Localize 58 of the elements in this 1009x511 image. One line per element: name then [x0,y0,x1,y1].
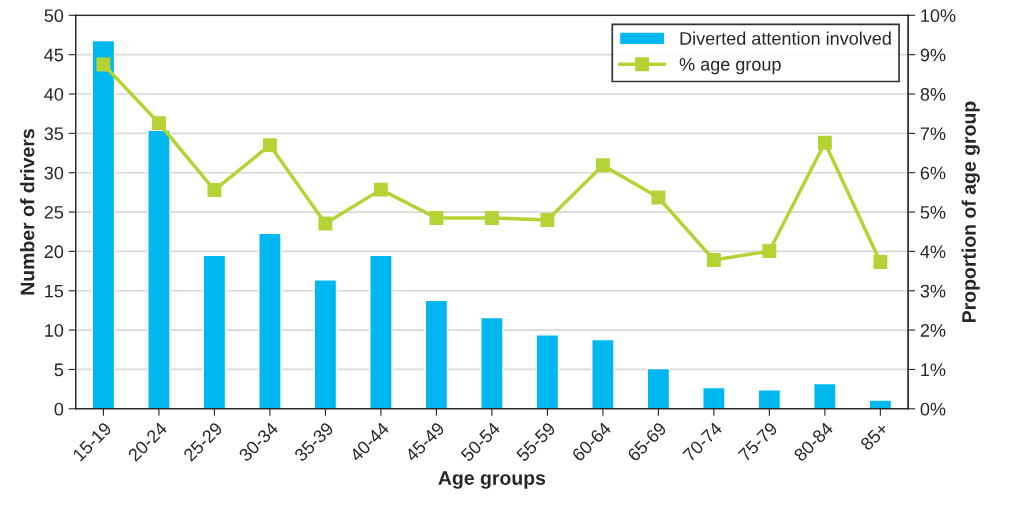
bar [202,254,227,409]
point [207,183,222,197]
y-tick-label: 0 [54,402,64,416]
bar [868,399,893,409]
y2-tick-label: 6% [920,166,946,180]
y-tick-label: 50 [44,9,64,23]
y2-tick-label: 10% [921,9,956,23]
y-tick-label: 10 [45,324,64,337]
y-tick-label: 45 [44,48,64,62]
point [96,57,111,72]
bar [91,39,116,409]
y2-tick-label: 0% [920,402,946,416]
bar [258,232,282,409]
bar [702,386,726,409]
bar [480,316,504,409]
y2-tick-label: 7% [920,127,946,141]
point [817,135,832,150]
bar [757,389,782,409]
legend-label: Diverted attention involved [680,31,891,45]
y-tick-label: 20 [44,245,64,259]
legend-label: % age group [679,57,781,75]
point [651,190,666,205]
y-tick-label: 40 [44,87,64,101]
point [151,116,166,131]
y2-tick-label: 3% [920,284,946,298]
point [706,253,721,268]
y-tick-label: 30 [44,166,64,180]
y2-tick-label: 2% [920,324,946,337]
point [429,211,444,225]
point [873,255,888,269]
point [762,244,777,258]
bar [147,129,171,409]
bar [424,299,449,409]
point [540,212,555,227]
bar [646,367,671,409]
y2-tick-label: 1% [921,363,946,377]
y-axis-title: Number of drivers [20,129,35,295]
y2-tick-label: 9% [920,48,946,62]
point [373,182,388,197]
bar [369,254,393,409]
y2-tick-label: 8% [920,87,946,101]
point [318,216,333,231]
point [262,138,277,153]
x-axis-title: Age groups [438,471,546,489]
y2-tick-label: 5% [920,206,946,219]
y2-axis-title: Proportion of age group [961,101,980,323]
bar [313,279,338,409]
bar [535,334,560,409]
y-tick-label: 5 [54,363,64,377]
y-tick-label: 35 [44,127,64,141]
y2-tick-label: 4% [920,245,946,259]
y-tick-label: 15 [45,284,64,298]
x-tick-label: 85+ [859,421,890,452]
bar [813,382,837,409]
y-tick-label: 25 [44,206,64,219]
bar [591,338,615,409]
point [484,211,499,225]
point [595,158,610,173]
